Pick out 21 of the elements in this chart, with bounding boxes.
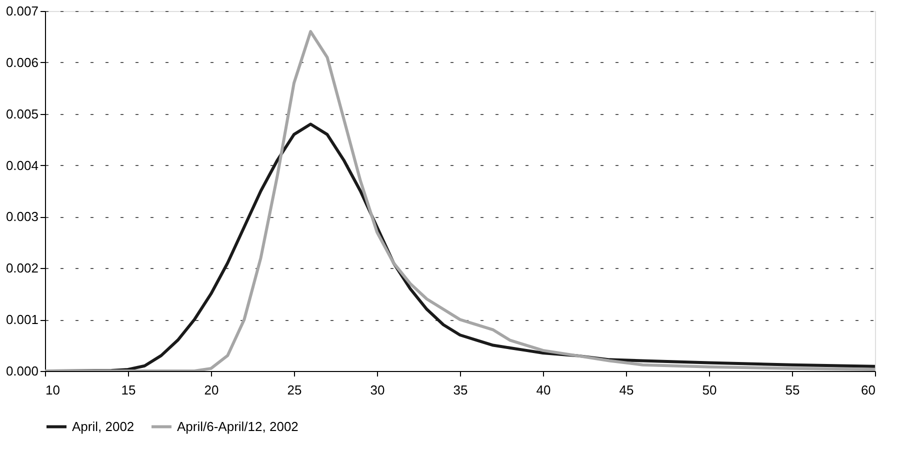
- y-tick-label: 0.006: [6, 54, 38, 70]
- x-tick-label: 55: [785, 382, 800, 398]
- y-tick-label: 0.007: [6, 4, 38, 18]
- y-tick-label: 0.000: [6, 364, 38, 378]
- x-tick-label: 45: [619, 382, 634, 398]
- x-tick-label: 25: [287, 382, 302, 398]
- y-tick-label: 0.001: [6, 312, 38, 328]
- y-tick-label: 0.003: [6, 209, 38, 224]
- x-tick-label: 35: [453, 382, 468, 398]
- x-tick-label: 10: [46, 382, 60, 398]
- x-tick-label: 60: [861, 382, 876, 398]
- legend-label: April/6-April/12, 2002: [177, 418, 298, 434]
- y-tick-label: 0.004: [6, 158, 38, 173]
- y-tick-label: 0.005: [6, 106, 38, 122]
- x-tick-label: 40: [536, 382, 551, 398]
- x-tick-label: 15: [121, 382, 136, 398]
- x-tick-label: 20: [204, 382, 219, 398]
- y-tick-label: 0.002: [6, 260, 38, 276]
- x-tick-label: 50: [702, 382, 717, 398]
- x-tick-label: 30: [370, 382, 385, 398]
- legend-label: April, 2002: [72, 418, 134, 434]
